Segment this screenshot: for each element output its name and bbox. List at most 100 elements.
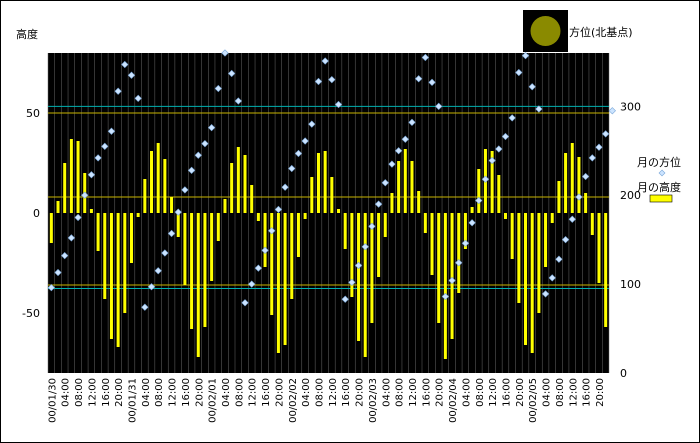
azimuth-point [187, 166, 196, 174]
azimuth-point [308, 120, 316, 128]
legend-label-azimuth: 月の方位 [637, 155, 681, 169]
altitude-bar [403, 149, 407, 213]
azimuth-point [455, 259, 463, 267]
azimuth-point [328, 76, 336, 84]
azimuth-point [608, 107, 616, 115]
azimuth-point [87, 171, 96, 179]
altitude-bar [530, 213, 534, 353]
azimuth-point [161, 249, 169, 257]
azimuth-point [61, 252, 69, 260]
azimuth-point [274, 205, 283, 214]
azimuth-point [241, 299, 249, 307]
azimuth-point [101, 142, 109, 150]
altitude-bar [363, 213, 367, 357]
left-tick-label: 50 [26, 107, 40, 120]
altitude-bar [63, 163, 67, 213]
azimuth-point [595, 143, 603, 151]
x-tick-label: 16:00 [341, 378, 352, 407]
altitude-bar [109, 213, 113, 339]
x-tick-label: 00/01/30 [47, 378, 58, 423]
altitude-bar [69, 139, 73, 213]
altitude-bar [129, 213, 133, 263]
azimuth-point [248, 280, 256, 288]
azimuth-point [381, 179, 389, 187]
altitude-bar [590, 213, 594, 235]
altitude-bar [103, 213, 107, 299]
azimuth-point [548, 274, 556, 282]
altitude-bar [377, 213, 381, 277]
altitude-bar [383, 213, 387, 237]
azimuth-point [541, 290, 550, 298]
azimuth-point [441, 292, 449, 301]
azimuth-point [334, 100, 343, 109]
x-tick-label: 20:00 [114, 378, 125, 407]
altitude-bar [230, 163, 234, 213]
right-tick-label: 200 [620, 189, 641, 202]
altitude-bar [570, 143, 574, 213]
altitude-bar [150, 151, 154, 213]
x-tick-label: 16:00 [101, 378, 112, 407]
x-tick-label: 08:00 [154, 378, 165, 407]
x-tick-label: 12:00 [408, 378, 419, 407]
azimuth-point [121, 60, 129, 69]
right-tick-label: 0 [620, 367, 627, 380]
x-tick-label: 00/02/02 [288, 378, 299, 423]
x-tick-label: 00/02/01 [208, 378, 219, 423]
x-tick-label: 08:00 [395, 378, 406, 407]
altitude-bar [243, 155, 247, 213]
azimuth-point [488, 156, 496, 165]
azimuth-point [154, 267, 162, 275]
azimuth-point [54, 268, 62, 277]
altitude-bar [250, 185, 254, 213]
altitude-bar [370, 213, 374, 323]
azimuth-point [468, 219, 476, 227]
azimuth-point [388, 160, 396, 168]
legend: 月の方位 月の高度 [637, 155, 681, 203]
altitude-bar [503, 213, 507, 219]
altitude-bar [457, 213, 461, 293]
altitude-bar [216, 213, 220, 241]
azimuth-point [495, 145, 503, 153]
legend-label-altitude: 月の高度 [637, 180, 681, 194]
altitude-bar [397, 161, 401, 213]
azimuth-point [354, 261, 363, 270]
left-tick-label: 0 [33, 207, 40, 220]
altitude-bar [56, 201, 60, 213]
x-tick-label: 16:00 [261, 378, 272, 407]
azimuth-point [341, 295, 349, 303]
altitude-bar [604, 213, 608, 327]
x-tick-label: 20:00 [274, 378, 285, 407]
altitude-bar [423, 213, 427, 233]
legend-marker-azimuth [658, 169, 666, 177]
azimuth-point [254, 264, 262, 272]
azimuth-point [94, 154, 102, 162]
azimuth-point [281, 183, 289, 191]
azimuth-point [555, 255, 563, 263]
x-tick-label: 08:00 [475, 378, 486, 407]
altitude-bar [350, 213, 354, 297]
x-tick-label: 12:00 [568, 378, 579, 407]
azimuth-point [301, 137, 309, 145]
altitude-bar [143, 179, 147, 213]
x-tick-label: 20:00 [435, 378, 446, 407]
left-tick-label: -50 [22, 307, 40, 320]
azimuth-point [167, 229, 176, 238]
azimuth-point [515, 68, 523, 77]
azimuth-point [294, 149, 303, 158]
altitude-bar [430, 213, 434, 275]
altitude-bar [276, 213, 280, 353]
azimuth-point [268, 227, 276, 235]
altitude-bar [524, 213, 528, 345]
altitude-bar [236, 147, 240, 213]
x-tick-label: 00/02/05 [528, 378, 539, 423]
altitude-bar [550, 213, 554, 223]
azimuth-point [228, 69, 236, 78]
altitude-bar [323, 151, 327, 213]
azimuth-point [508, 114, 516, 122]
azimuth-point [561, 236, 570, 244]
altitude-bar [123, 213, 127, 313]
x-tick-label: 12:00 [488, 378, 499, 407]
x-tick-label: 12:00 [248, 378, 259, 407]
altitude-bar [497, 175, 501, 213]
